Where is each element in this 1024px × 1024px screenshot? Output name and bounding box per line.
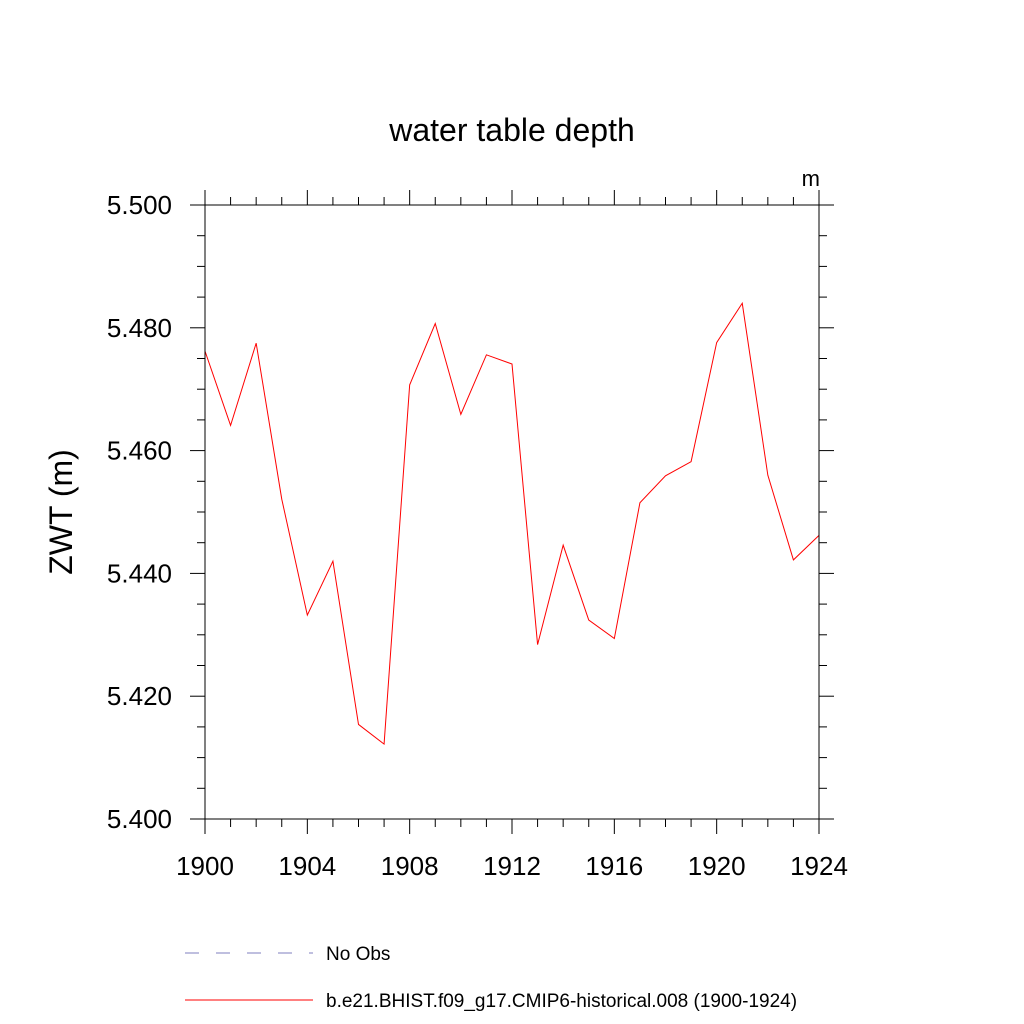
plot-frame bbox=[204, 204, 820, 820]
legend-label: No Obs bbox=[326, 944, 390, 965]
y-tick-label: 5.400 bbox=[107, 804, 172, 834]
legend: No Obs b.e21.BHIST.f09_g17.CMIP6-historic… bbox=[185, 944, 797, 1012]
series-line bbox=[204, 301, 820, 746]
axis-ticks: 1900 1904 1908 1912 1916 1920 1924 5.400 5.420 5.… bbox=[107, 190, 848, 881]
chart-title: water table depth bbox=[388, 112, 635, 148]
y-tick-label: 5.480 bbox=[107, 313, 172, 343]
x-tick-label: 1904 bbox=[278, 851, 336, 881]
x-tick-label: 1916 bbox=[585, 851, 643, 881]
y-tick-label: 5.460 bbox=[107, 436, 172, 466]
x-tick-label: 1912 bbox=[483, 851, 541, 881]
y-tick-label: 5.440 bbox=[107, 558, 172, 588]
units-label: m bbox=[802, 166, 820, 191]
x-tick-label: 1920 bbox=[688, 851, 746, 881]
plot-area bbox=[204, 301, 820, 746]
y-axis-label: ZWT (m) bbox=[43, 449, 79, 575]
legend-label: b.e21.BHIST.f09_g17.CMIP6-historical.008… bbox=[326, 991, 797, 1012]
x-tick-label: 1924 bbox=[790, 851, 848, 881]
x-tick-label: 1908 bbox=[381, 851, 439, 881]
y-tick-label: 5.500 bbox=[107, 190, 172, 220]
x-tick-label: 1900 bbox=[176, 851, 234, 881]
y-tick-label: 5.420 bbox=[107, 681, 172, 711]
